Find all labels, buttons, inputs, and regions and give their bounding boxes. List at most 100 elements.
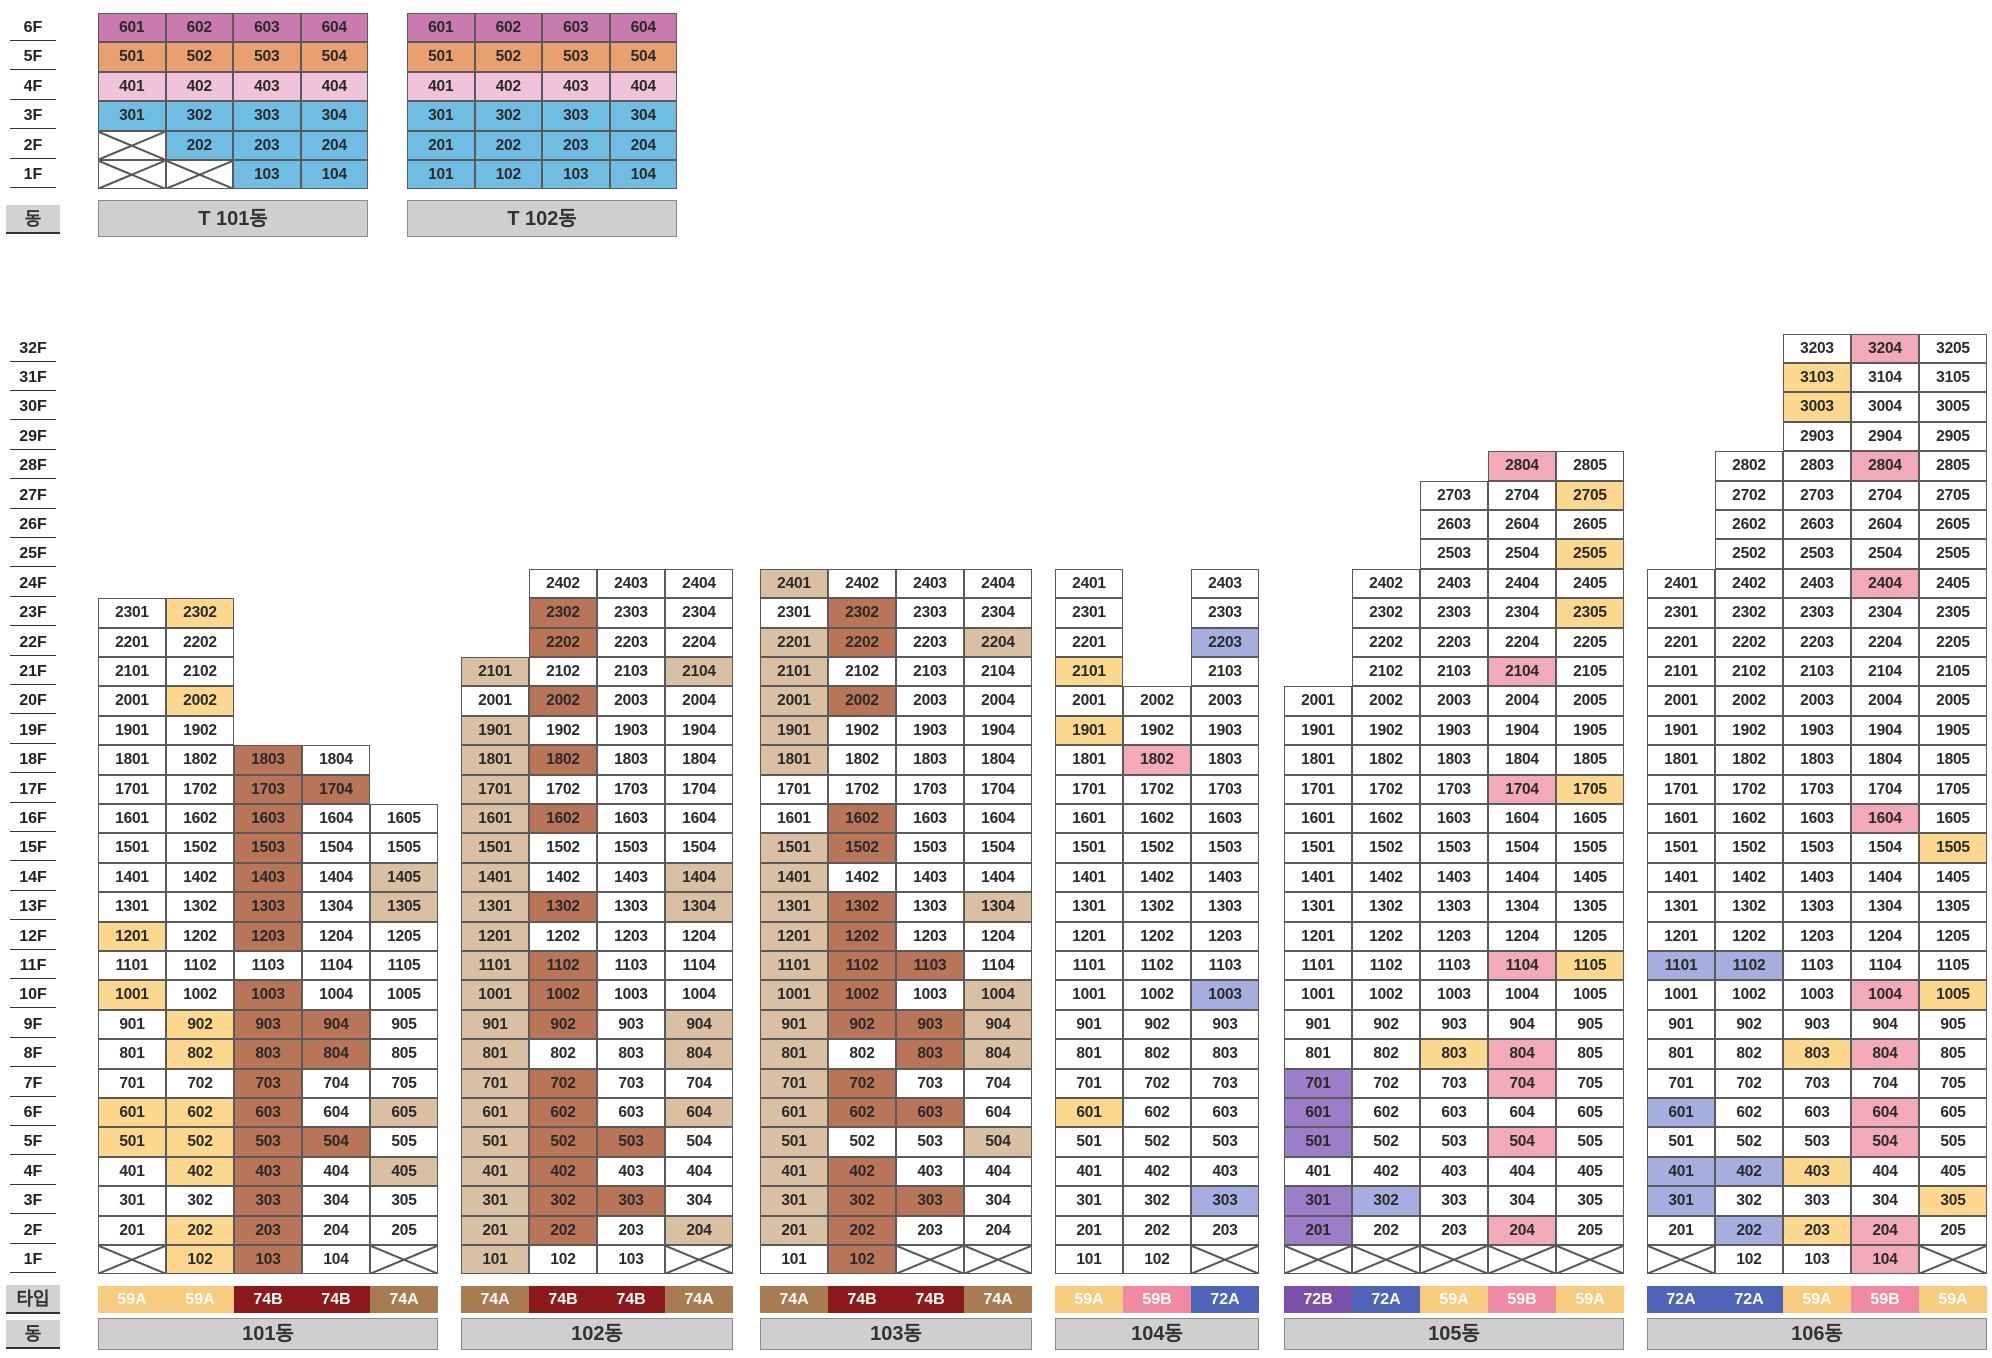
unit-cell: 801 [461, 1039, 529, 1069]
unit-cell: 405 [1919, 1156, 1987, 1187]
unit-cell: 905 [370, 1009, 438, 1040]
unit-cell: 501 [1055, 1127, 1123, 1157]
unit-cell: 2305 [1919, 598, 1987, 628]
unit-cell: 1401 [461, 862, 529, 893]
unit-cell: 1905 [1556, 715, 1624, 746]
unit-cell: 1003 [234, 980, 302, 1010]
unit-cell: 3104 [1851, 363, 1919, 393]
floor-label: 6F [6, 13, 60, 42]
unit-cell: 2102 [828, 657, 896, 687]
unit-cell: 3005 [1919, 392, 1987, 422]
unit-cell: 704 [302, 1068, 370, 1098]
floor-label: 10F [6, 980, 60, 1009]
unit-cell: 1301 [1055, 892, 1123, 922]
unit-cell: 1504 [1488, 833, 1556, 863]
unit-cell: 1702 [828, 774, 896, 804]
unit-cell: 1404 [964, 862, 1032, 893]
unit-cell: 1402 [828, 862, 896, 893]
unit-cell: 2703 [1783, 480, 1851, 510]
unit-cell: 2302 [166, 598, 234, 628]
unit-cell: 602 [1123, 1098, 1191, 1128]
unit-cell: 1704 [1488, 774, 1556, 804]
unit-cell: 2101 [1055, 657, 1123, 687]
unit-cell: 201 [461, 1215, 529, 1245]
building-name: 102동 [461, 1318, 733, 1350]
building-name: 103동 [760, 1318, 1032, 1350]
unit-cell: 202 [1352, 1215, 1420, 1245]
unit-cell: 302 [1715, 1186, 1783, 1216]
unit-type-badge: 72A [1191, 1286, 1259, 1313]
unit-cell: 401 [98, 71, 166, 102]
unit-cell: 401 [1647, 1156, 1715, 1187]
unit-cell: 2001 [760, 686, 828, 716]
unit-cell: 504 [302, 1127, 370, 1157]
unit-cell: 704 [665, 1068, 733, 1098]
unit-cell: 501 [98, 1127, 166, 1157]
unit-cell: 802 [828, 1039, 896, 1069]
unit-cell: 503 [1420, 1127, 1488, 1157]
unit-cell: 1804 [964, 745, 1032, 775]
unit-cell: 1502 [1715, 833, 1783, 863]
empty-unit [665, 1245, 733, 1275]
unit-cell: 805 [370, 1039, 438, 1069]
unit-cell: 1304 [1488, 892, 1556, 922]
unit-cell: 101 [407, 160, 475, 190]
unit-cell: 1704 [1851, 774, 1919, 804]
unit-cell: 1203 [1420, 921, 1488, 951]
unit-cell: 2402 [828, 568, 896, 599]
unit-cell: 1605 [1919, 804, 1987, 834]
unit-cell: 2002 [1352, 686, 1420, 716]
unit-cell: 1802 [1123, 745, 1191, 775]
unit-cell: 1702 [529, 774, 597, 804]
unit-cell: 903 [1783, 1009, 1851, 1040]
unit-cell: 2402 [1352, 568, 1420, 599]
unit-cell: 601 [98, 13, 166, 43]
unit-cell: 2201 [1647, 627, 1715, 657]
unit-cell: 1203 [1191, 921, 1259, 951]
unit-cell: 501 [1647, 1127, 1715, 1157]
unit-cell: 104 [302, 1245, 370, 1275]
unit-cell: 303 [896, 1186, 964, 1216]
unit-cell: 1103 [896, 951, 964, 981]
unit-cell: 1102 [1352, 951, 1420, 981]
unit-cell: 205 [370, 1215, 438, 1245]
unit-cell: 1901 [1284, 715, 1352, 746]
unit-cell: 601 [98, 1098, 166, 1128]
unit-cell: 702 [529, 1068, 597, 1098]
unit-cell: 304 [964, 1186, 1032, 1216]
unit-cell: 103 [597, 1245, 665, 1275]
unit-cell: 2103 [896, 657, 964, 687]
unit-cell: 2602 [1715, 510, 1783, 540]
unit-cell: 1801 [760, 745, 828, 775]
unit-cell: 902 [1715, 1009, 1783, 1040]
unit-cell: 2002 [828, 686, 896, 716]
unit-cell: 2004 [1488, 686, 1556, 716]
unit-cell: 1002 [1352, 980, 1420, 1010]
unit-cell: 303 [234, 1186, 302, 1216]
unit-cell: 804 [1851, 1039, 1919, 1069]
unit-cell: 2203 [896, 627, 964, 657]
unit-cell: 1701 [1055, 774, 1123, 804]
unit-type-badge: 74A [665, 1286, 733, 1313]
unit-cell: 1204 [665, 921, 733, 951]
unit-cell: 1803 [234, 745, 302, 775]
unit-cell: 1005 [1556, 980, 1624, 1010]
unit-cell: 2202 [529, 627, 597, 657]
unit-cell: 1604 [302, 804, 370, 834]
unit-cell: 203 [597, 1215, 665, 1245]
unit-cell: 2302 [828, 598, 896, 628]
unit-cell: 2704 [1851, 480, 1919, 510]
unit-cell: 802 [1715, 1039, 1783, 1069]
unit-cell: 1102 [529, 951, 597, 981]
unit-cell: 1801 [98, 745, 166, 775]
unit-cell: 1602 [166, 804, 234, 834]
unit-cell: 702 [1123, 1068, 1191, 1098]
unit-cell: 2404 [1488, 568, 1556, 599]
unit-cell: 703 [1783, 1068, 1851, 1098]
unit-cell: 302 [1352, 1186, 1420, 1216]
unit-cell: 1601 [1647, 804, 1715, 834]
unit-cell: 102 [474, 160, 542, 190]
unit-cell: 1402 [1715, 862, 1783, 893]
unit-cell: 1401 [1647, 862, 1715, 893]
unit-cell: 1403 [234, 862, 302, 893]
